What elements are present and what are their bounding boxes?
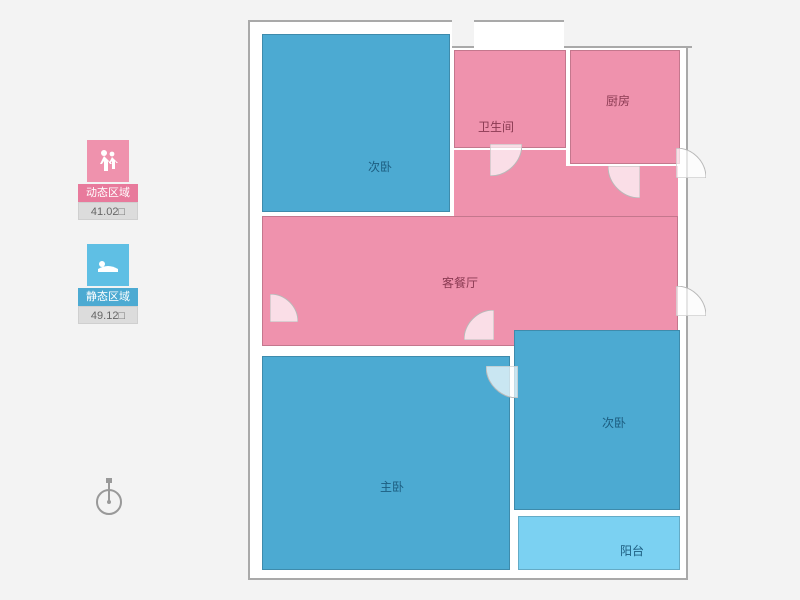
door-arc [608,166,640,198]
legend-value: 41.02□ [78,202,138,220]
door-arc [464,310,494,340]
compass-icon [92,478,126,518]
door-arc [676,148,706,178]
sleep-icon [87,244,129,286]
door-arc [270,294,298,322]
room-balcony [518,516,680,570]
outline-notch [452,20,474,48]
people-icon [87,140,129,182]
legend-label: 动态区域 [78,184,138,202]
legend-label: 静态区域 [78,288,138,306]
door-arc [486,366,518,398]
legend-item-static: 静态区域 49.12□ [78,244,138,324]
room-bedroom2_side [514,330,680,510]
door-arc [676,286,706,316]
floorplan: 次卧卫生间厨房客餐厅主卧次卧阳台 [248,20,688,580]
room-bathroom [454,50,566,148]
room-bedroom2_top [262,34,450,212]
room-kitchen [570,50,680,164]
outline-notch [564,20,692,48]
door-arc [490,144,522,176]
legend-value: 49.12□ [78,306,138,324]
legend-item-dynamic: 动态区域 41.02□ [78,140,138,220]
legend: 动态区域 41.02□ 静态区域 49.12□ [78,140,138,348]
room-bedroom_main [262,356,510,570]
